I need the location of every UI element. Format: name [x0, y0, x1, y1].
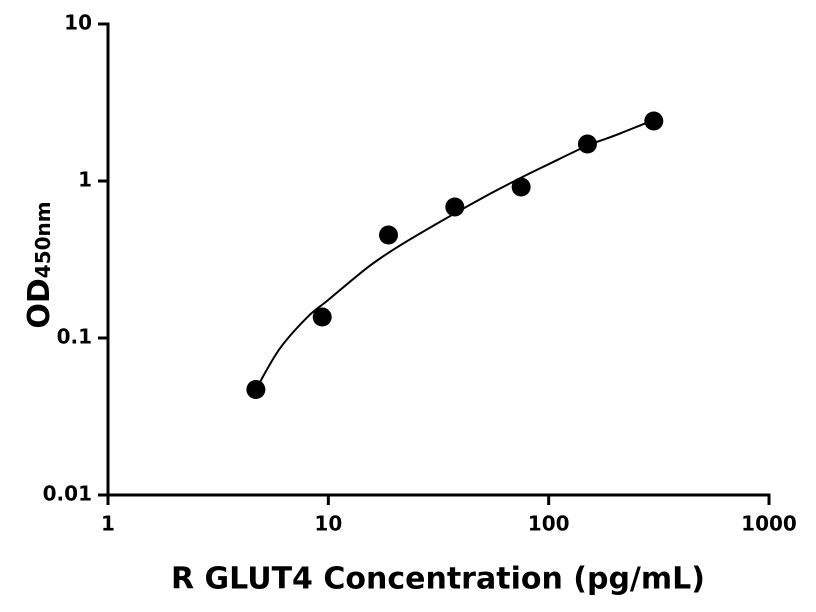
x-tick-label: 1: [101, 512, 115, 536]
y-tick-label: 1: [78, 168, 92, 192]
y-tick-label: 0.1: [57, 325, 92, 349]
y-axis-title-main: OD: [22, 278, 57, 328]
data-point: [312, 307, 332, 327]
fit-curve: [255, 118, 655, 390]
data-point: [378, 225, 398, 245]
data-point: [644, 111, 664, 131]
y-axis-title: OD450nm: [22, 201, 57, 328]
y-tick-label: 0.01: [43, 482, 92, 506]
data-point: [511, 177, 531, 197]
x-axis-title: R GLUT4 Concentration (pg/mL): [171, 562, 705, 597]
x-tick-label: 100: [528, 512, 570, 536]
x-tick-label: 1000: [741, 512, 797, 536]
y-tick-label: 10: [64, 11, 92, 35]
x-tick-label: 10: [314, 512, 342, 536]
y-axis-title-subscript: 450nm: [31, 201, 55, 278]
data-point: [577, 134, 597, 154]
